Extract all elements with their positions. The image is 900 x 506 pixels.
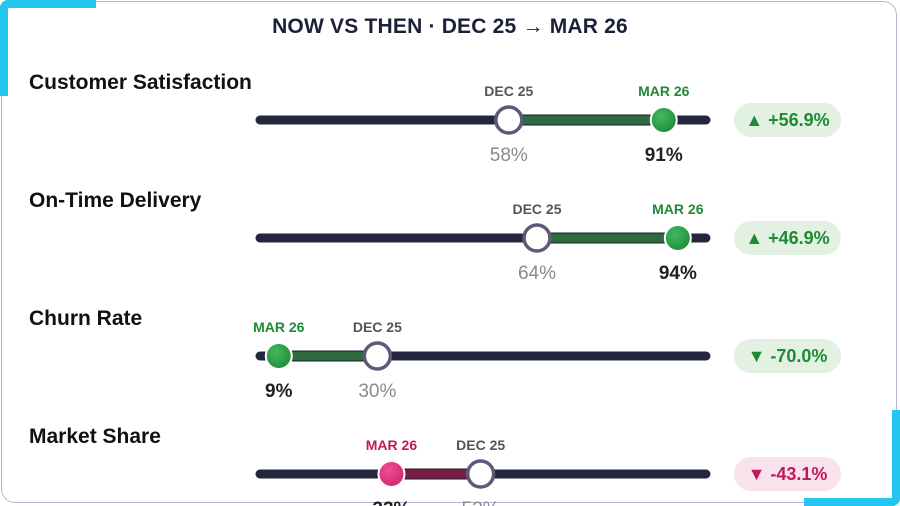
now-marker (663, 224, 692, 252)
now-period-label: MAR 26 (652, 201, 704, 217)
now-value-label: 9% (265, 381, 293, 402)
now-value-label: 94% (659, 263, 697, 284)
metric-label: Churn Rate (29, 307, 142, 330)
now-value-label: 91% (645, 145, 683, 166)
metric-row: On-Time Delivery DEC 25 MAR 26 64% 94% ▲ +46.… (29, 189, 841, 284)
then-value-label: 64% (518, 263, 556, 284)
change-segment (278, 350, 378, 362)
then-period-label: DEC 25 (512, 201, 561, 217)
then-value-label: 30% (358, 381, 396, 402)
change-badge-text: ▼ -43.1% (748, 464, 828, 484)
change-badge-text: ▼ -70.0% (748, 346, 828, 366)
then-value-label: 52% (462, 499, 500, 506)
metric-label: Customer Satisfaction (29, 71, 252, 94)
then-marker (362, 341, 393, 371)
change-badge (734, 457, 841, 491)
then-period-label: DEC 25 (456, 437, 505, 453)
metric-row: Churn Rate DEC 25 MAR 26 30% 9% ▼ -70.0% (29, 307, 841, 402)
now-period-label: MAR 26 (366, 437, 418, 453)
now-period-label: MAR 26 (638, 83, 690, 99)
metric-row: Market Share DEC 25 MAR 26 52% 33% ▼ -43.1% (29, 425, 841, 506)
metric-label: Market Share (29, 425, 161, 448)
change-badge (734, 339, 841, 373)
change-segment (508, 114, 665, 126)
corner-accent-bottom-right-vertical (892, 410, 900, 506)
then-period-label: DEC 25 (484, 83, 533, 99)
corner-accent-top-left-vertical (0, 0, 8, 96)
now-value-label: 33% (372, 499, 410, 506)
now-marker (377, 460, 406, 488)
metric-row: Customer Satisfaction DEC 25 MAR 26 58% 91% ▲… (29, 71, 841, 166)
change-badge-text: ▲ +56.9% (745, 110, 829, 130)
change-badge-text: ▲ +46.9% (745, 228, 829, 248)
then-marker (494, 105, 524, 135)
then-period-label: DEC 25 (353, 319, 402, 335)
then-value-label: 58% (490, 145, 528, 166)
then-marker (465, 459, 496, 489)
change-segment (536, 232, 679, 244)
corner-accent-top-left (0, 0, 96, 8)
now-period-label: MAR 26 (253, 319, 305, 335)
now-marker (649, 106, 678, 134)
now-marker (264, 342, 293, 370)
metric-label: On-Time Delivery (29, 189, 202, 212)
change-badge (734, 103, 841, 137)
corner-accent-bottom-right (804, 498, 900, 506)
then-marker (522, 223, 552, 253)
change-badge (734, 221, 841, 255)
chart-title: NOW VS THEN · DEC 25 → MAR 26 (272, 15, 628, 38)
